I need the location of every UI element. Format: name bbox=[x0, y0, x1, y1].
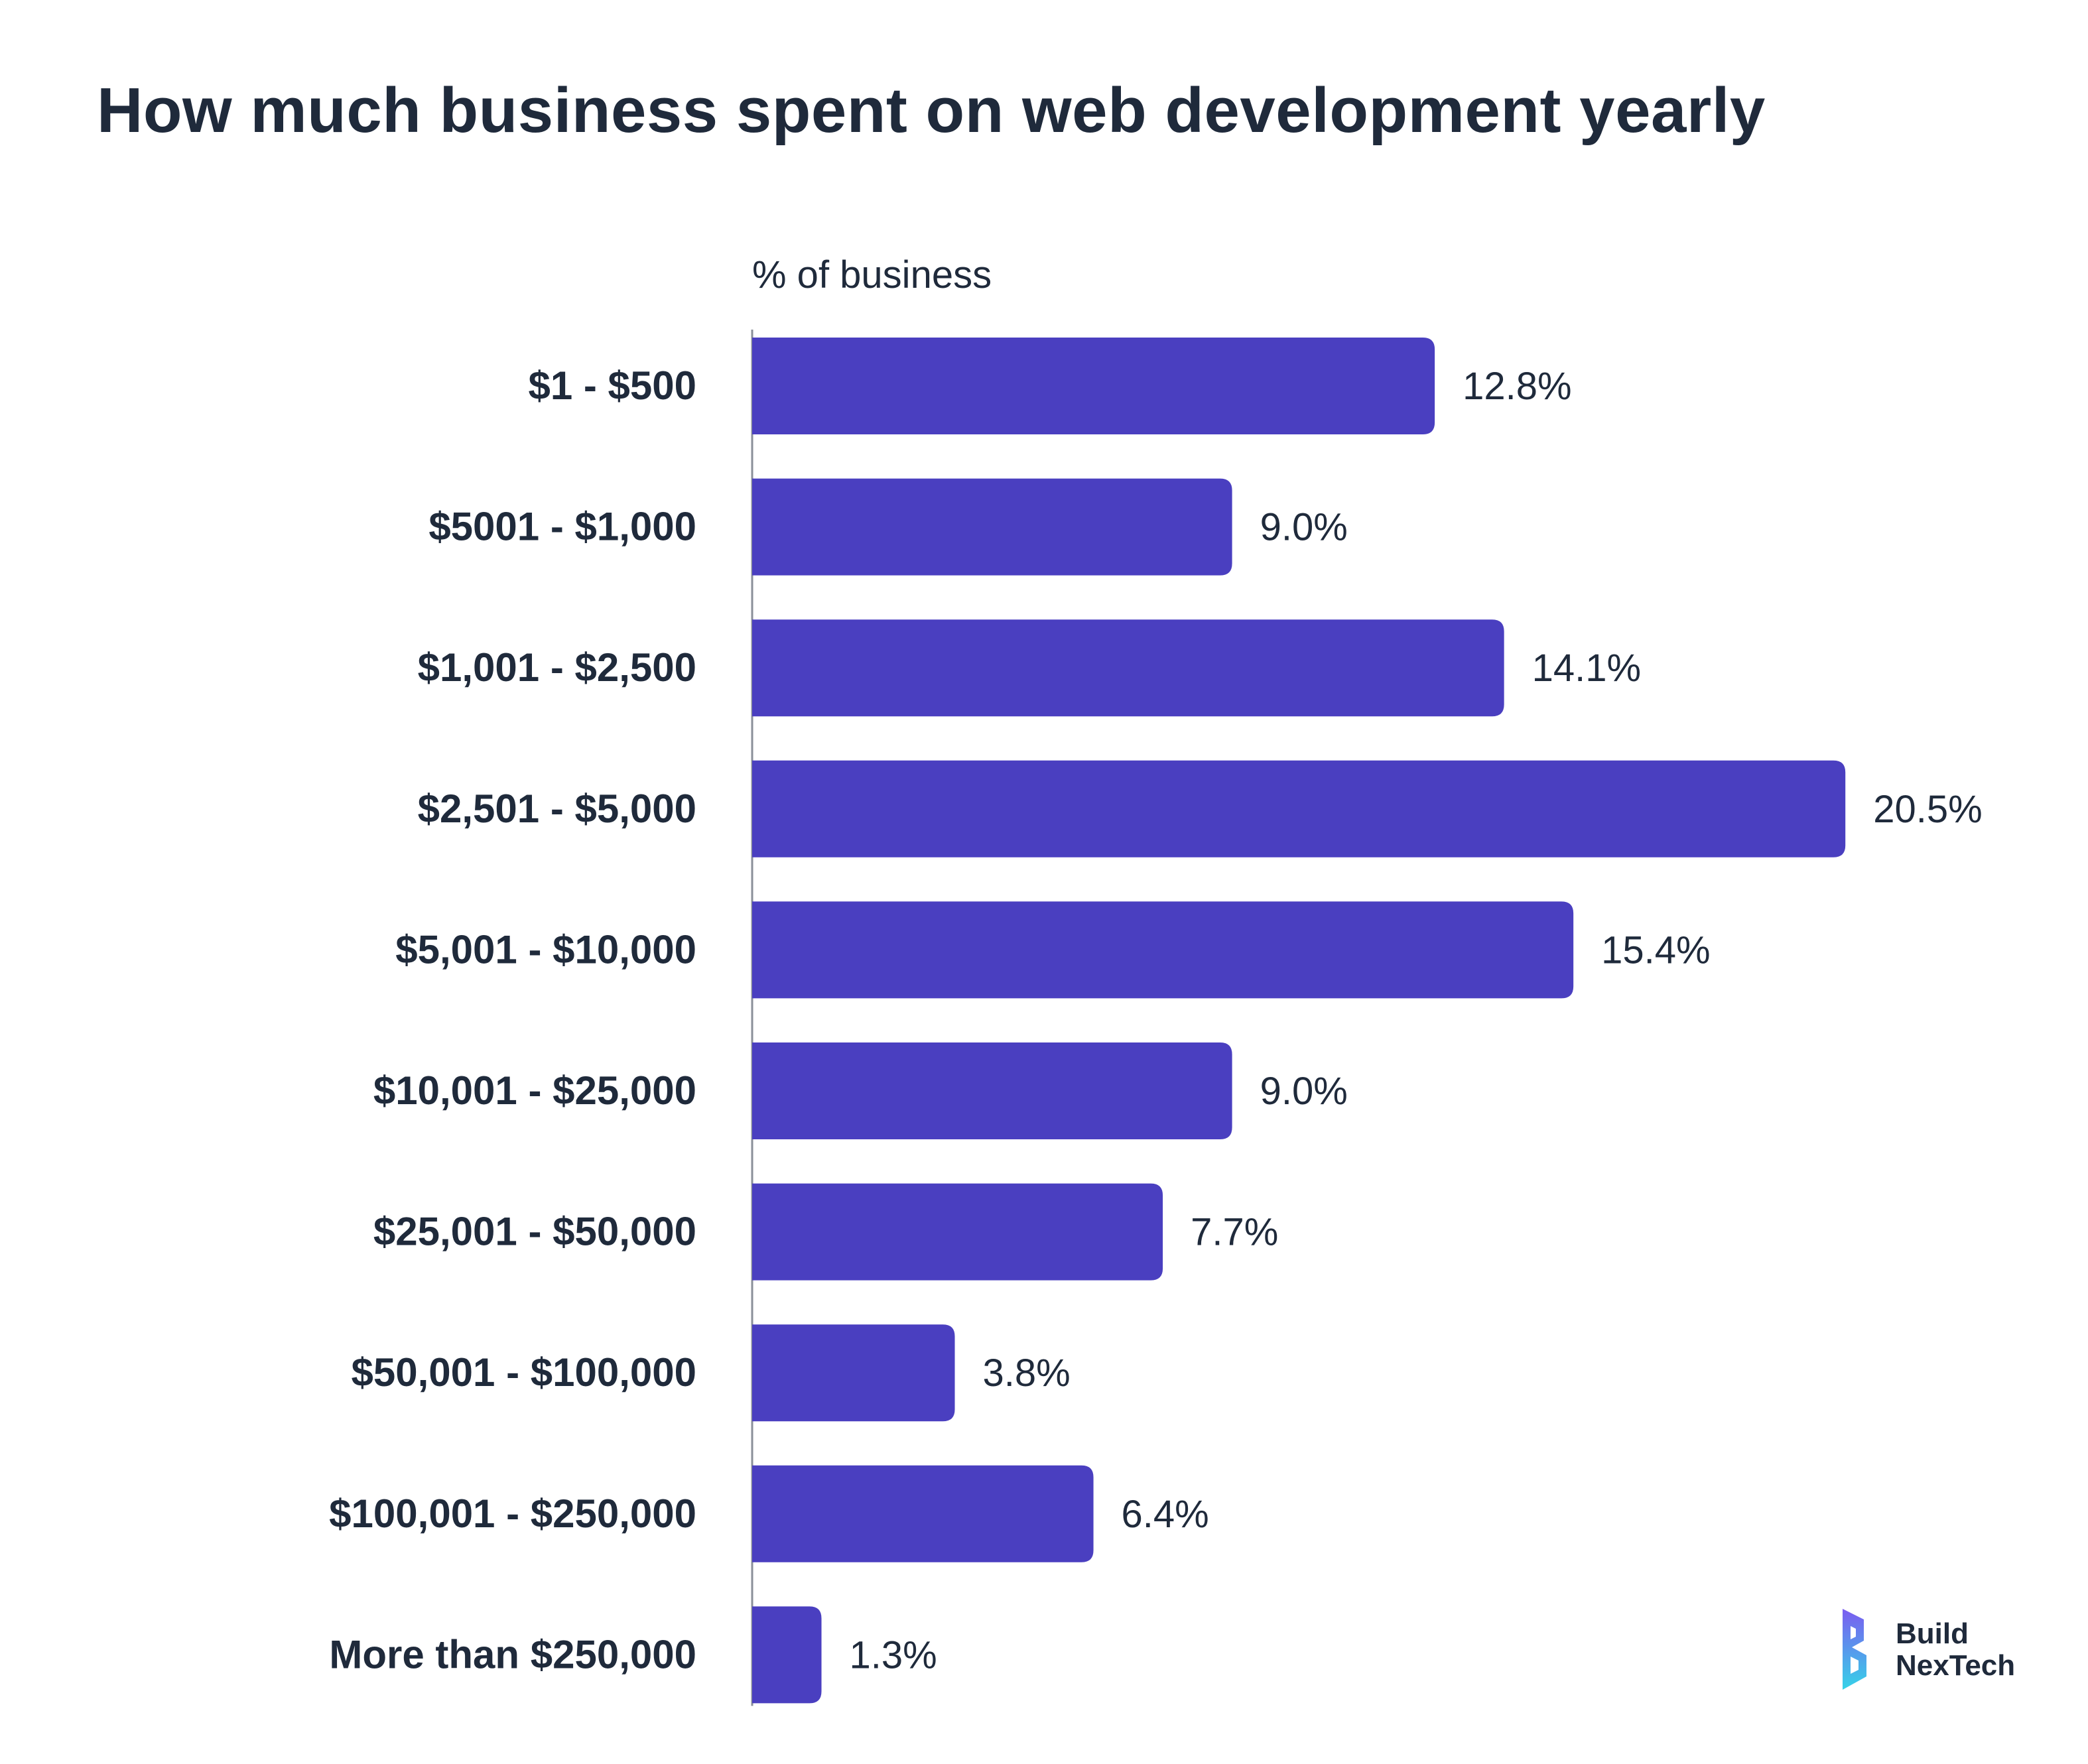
value-label-8: 3.8% bbox=[983, 1352, 1071, 1395]
buildnextech-logo-icon bbox=[1843, 1609, 1866, 1690]
category-label-1: $1 - $500 bbox=[528, 363, 696, 408]
value-label-4: 20.5% bbox=[1873, 788, 1982, 831]
category-label-9: $100,001 - $250,000 bbox=[329, 1491, 696, 1536]
x-axis-label: % of business bbox=[752, 253, 992, 296]
bar-4 bbox=[752, 760, 1846, 857]
category-label-2: $5001 - $1,000 bbox=[428, 505, 696, 549]
category-label-10: More than $250,000 bbox=[329, 1632, 696, 1676]
value-label-6: 9.0% bbox=[1260, 1070, 1348, 1113]
bar-7 bbox=[752, 1183, 1163, 1281]
bar-3 bbox=[752, 619, 1504, 717]
brand-name: Build NexTech bbox=[1896, 1618, 2015, 1682]
value-label-7: 7.7% bbox=[1191, 1211, 1278, 1254]
bar-2 bbox=[752, 478, 1232, 576]
brand-line-2: NexTech bbox=[1896, 1649, 2016, 1682]
bar-8 bbox=[752, 1324, 955, 1422]
bar-5 bbox=[752, 901, 1574, 999]
category-label-6: $10,001 - $25,000 bbox=[373, 1068, 696, 1113]
value-label-1: 12.8% bbox=[1463, 365, 1571, 408]
chart-title: How much business spent on web developme… bbox=[97, 75, 1766, 146]
value-label-3: 14.1% bbox=[1532, 647, 1641, 690]
category-label-4: $2,501 - $5,000 bbox=[418, 787, 696, 831]
value-label-9: 6.4% bbox=[1122, 1493, 1209, 1536]
brand-line-1: Build bbox=[1896, 1617, 1969, 1650]
category-label-3: $1,001 - $2,500 bbox=[418, 645, 696, 690]
category-label-8: $50,001 - $100,000 bbox=[352, 1350, 696, 1395]
bar-1 bbox=[752, 338, 1435, 434]
bar-6 bbox=[752, 1042, 1232, 1139]
category-label-7: $25,001 - $50,000 bbox=[373, 1210, 696, 1254]
bar-9 bbox=[752, 1465, 1094, 1562]
value-label-2: 9.0% bbox=[1260, 506, 1348, 549]
category-label-5: $5,001 - $10,000 bbox=[395, 927, 696, 972]
bar-10 bbox=[752, 1606, 822, 1704]
value-label-5: 15.4% bbox=[1601, 928, 1710, 972]
value-label-10: 1.3% bbox=[850, 1633, 937, 1676]
